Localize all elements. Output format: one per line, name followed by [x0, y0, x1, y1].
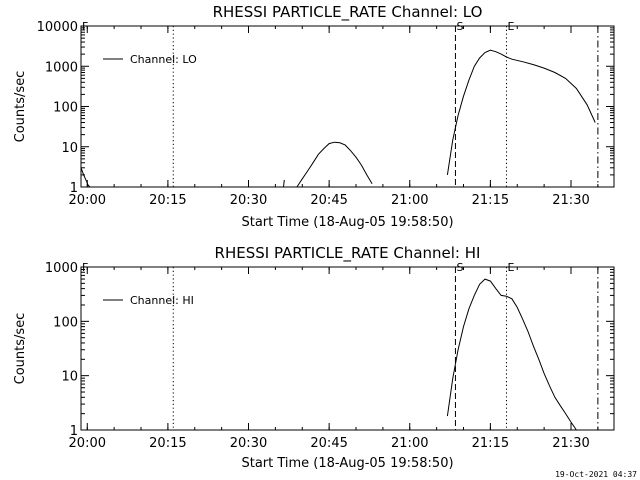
y-axis-label: Counts/sec: [13, 313, 28, 385]
chart-panel-1: RHESSI PARTICLE_RATE Channel: LO 20:00 20:…: [13, 3, 615, 230]
x-tick-label: 21:30: [552, 193, 589, 208]
series-line-segment: [80, 167, 91, 188]
x-tick-label: 20:45: [310, 193, 347, 208]
marker-label: F: [82, 20, 88, 33]
series-line-segment: [283, 179, 285, 188]
x-tick-label: 21:00: [391, 193, 428, 208]
y-axis-label: Counts/sec: [13, 71, 28, 143]
plot-frame: [80, 25, 615, 188]
chart-title: RHESSI PARTICLE_RATE Channel: LO: [213, 3, 483, 22]
marker-label: S: [456, 20, 463, 33]
x-tick-label: 20:00: [69, 193, 106, 208]
x-tick-label: 20:15: [149, 193, 186, 208]
x-tick-label: 21:15: [472, 436, 509, 451]
x-tick-label: 21:15: [472, 193, 509, 208]
marker-label: E: [508, 20, 515, 33]
series-line-segment: [296, 141, 373, 188]
y-tick-label: 10: [61, 141, 78, 156]
y-tick-label: 1000: [45, 60, 78, 75]
x-axis-label: Start Time (18-Aug-05 19:58:50): [241, 215, 453, 230]
y-tick-label: 1: [70, 181, 78, 196]
timestamp: 19-Oct-2021 04:37: [555, 470, 637, 479]
series-line-segment: [446, 49, 596, 175]
legend-label: Channel: HI: [130, 294, 194, 307]
chart-title: RHESSI PARTICLE_RATE Channel: HI: [215, 244, 481, 263]
y-tick-label: 10: [61, 370, 78, 385]
y-tick-label: 1: [70, 424, 78, 439]
marker-label: E: [508, 261, 515, 274]
series-line-segment: [446, 278, 577, 431]
x-tick-label: 20:15: [149, 436, 186, 451]
y-tick-label: 1000: [45, 261, 78, 276]
marker-label: S: [456, 261, 463, 274]
y-tick-label: 100: [53, 315, 78, 330]
chart-panel-2: RHESSI PARTICLE_RATE Channel: HI 20:00 20:…: [13, 244, 615, 471]
marker-label: F: [82, 261, 88, 274]
x-tick-label: 20:00: [69, 436, 106, 451]
y-tick-label: 10000: [37, 20, 78, 35]
x-tick-label: 20:45: [310, 436, 347, 451]
legend-label: Channel: LO: [130, 53, 197, 66]
x-axis-label: Start Time (18-Aug-05 19:58:50): [241, 456, 453, 471]
y-tick-label: 100: [53, 101, 78, 116]
x-tick-label: 21:00: [391, 436, 428, 451]
x-tick-label: 21:30: [552, 436, 589, 451]
x-tick-label: 20:30: [230, 193, 267, 208]
x-tick-label: 20:30: [230, 436, 267, 451]
